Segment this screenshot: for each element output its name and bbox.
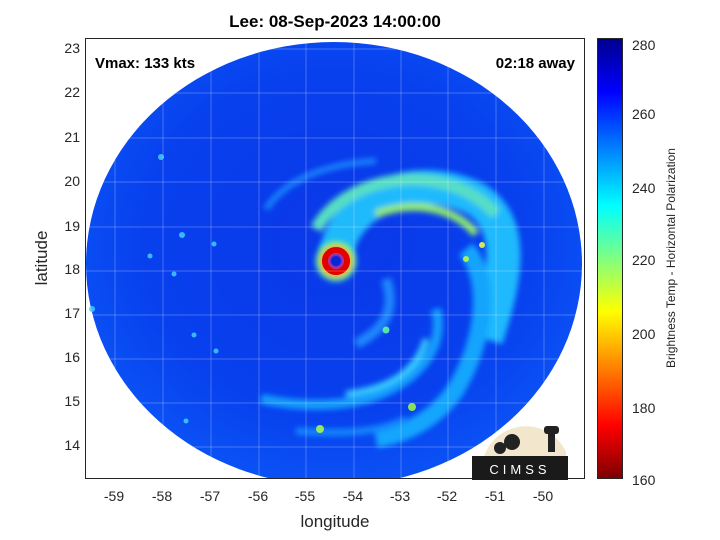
x-tick-label: -52 (436, 488, 458, 504)
colorbar-tick-label: 160 (632, 472, 656, 488)
y-tick-label: 18 (64, 261, 80, 277)
x-axis-label: longitude (300, 512, 370, 531)
y-tick-label: 15 (64, 393, 80, 409)
y-tick-label: 14 (64, 437, 80, 453)
x-tick-label: -51 (484, 488, 506, 504)
map-title: Lee: 08-Sep-2023 14:00:00 (229, 12, 441, 31)
colorbar-tick-label: 220 (632, 252, 656, 268)
y-tick-label: 21 (64, 129, 80, 145)
x-tick-label: -55 (294, 488, 316, 504)
y-tick-label: 23 (64, 40, 80, 56)
grid-lines (86, 39, 584, 478)
x-tick-label: -54 (342, 488, 364, 504)
hurricane-eye (314, 239, 358, 283)
vmax-label: Vmax: 133 kts (95, 55, 196, 72)
y-tick-label: 20 (64, 173, 80, 189)
rain-bands (260, 158, 521, 448)
logo-text: CIMSS (489, 462, 550, 477)
colorbar-tick-label: 260 (632, 106, 656, 122)
satellite-map-panel[interactable]: Vmax: 133 kts 02:18 away (85, 38, 585, 479)
satellite-image (86, 39, 584, 478)
x-tick-label: -59 (103, 488, 125, 504)
colorbar-label: Brightness Temp - Horizontal Polarizatio… (664, 148, 678, 368)
colorbar-tick-label: 240 (632, 180, 656, 196)
y-axis-label: latitude (32, 230, 51, 286)
time-away-label: 02:18 away (495, 55, 575, 72)
y-tick-label: 17 (64, 305, 80, 321)
y-tick-label: 16 (64, 349, 80, 365)
colorbar-tick-label: 180 (632, 400, 656, 416)
cimss-logo: CIMSS (472, 426, 568, 480)
x-tick-label: -56 (247, 488, 269, 504)
x-tick-label: -50 (532, 488, 554, 504)
x-tick-label: -58 (151, 488, 173, 504)
convective-cells (89, 154, 485, 433)
x-tick-label: -53 (389, 488, 411, 504)
y-tick-label: 22 (64, 84, 80, 100)
colorbar-tick-label: 280 (632, 37, 656, 53)
y-tick-label: 19 (64, 218, 80, 234)
colorbar (597, 38, 623, 479)
colorbar-tick-label: 200 (632, 326, 656, 342)
x-tick-label: -57 (199, 488, 221, 504)
